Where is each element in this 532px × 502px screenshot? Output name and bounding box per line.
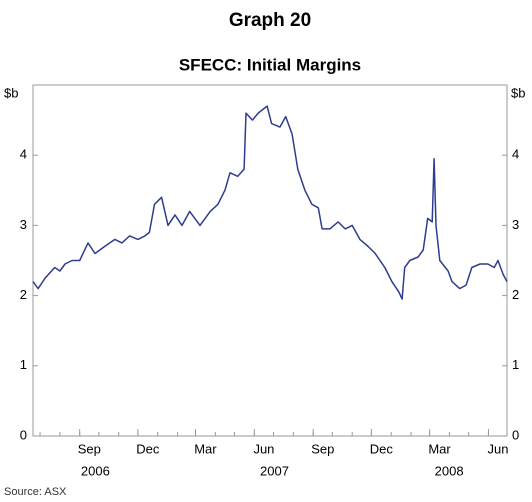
y-unit-right: $b [511,85,525,100]
y-tick-label-right: 4 [512,147,519,162]
x-tick-label: Mar [194,441,217,456]
x-tick-label: Sep [78,441,101,456]
chart-title: Graph 20 [229,10,311,31]
source-note: Source: ASX [4,486,67,498]
x-year-label: 2008 [435,463,464,478]
y-tick-label: 2 [20,287,27,302]
y-tick-label: 1 [20,357,27,372]
x-tick-label: Mar [428,441,451,456]
x-tick-label: Sep [311,441,334,456]
x-year-label: 2006 [81,463,110,478]
x-year-label: 2007 [260,463,289,478]
y-tick-label: 3 [20,217,27,232]
y-tick-label: 4 [20,147,27,162]
data-line [32,105,508,300]
plot-frame [32,84,508,437]
x-tick-label: Jun [488,441,509,456]
y-tick-label: 0 [20,427,27,442]
x-tick-label: Dec [136,441,160,456]
y-tick-label-right: 0 [512,427,519,442]
y-unit-left: $b [4,85,18,100]
chart-subtitle: SFECC: Initial Margins [179,55,361,74]
y-tick-label-right: 1 [512,357,519,372]
y-tick-label-right: 3 [512,217,519,232]
y-tick-label-right: 2 [512,287,519,302]
x-tick-label: Jun [253,441,274,456]
x-tick-label: Dec [370,441,394,456]
